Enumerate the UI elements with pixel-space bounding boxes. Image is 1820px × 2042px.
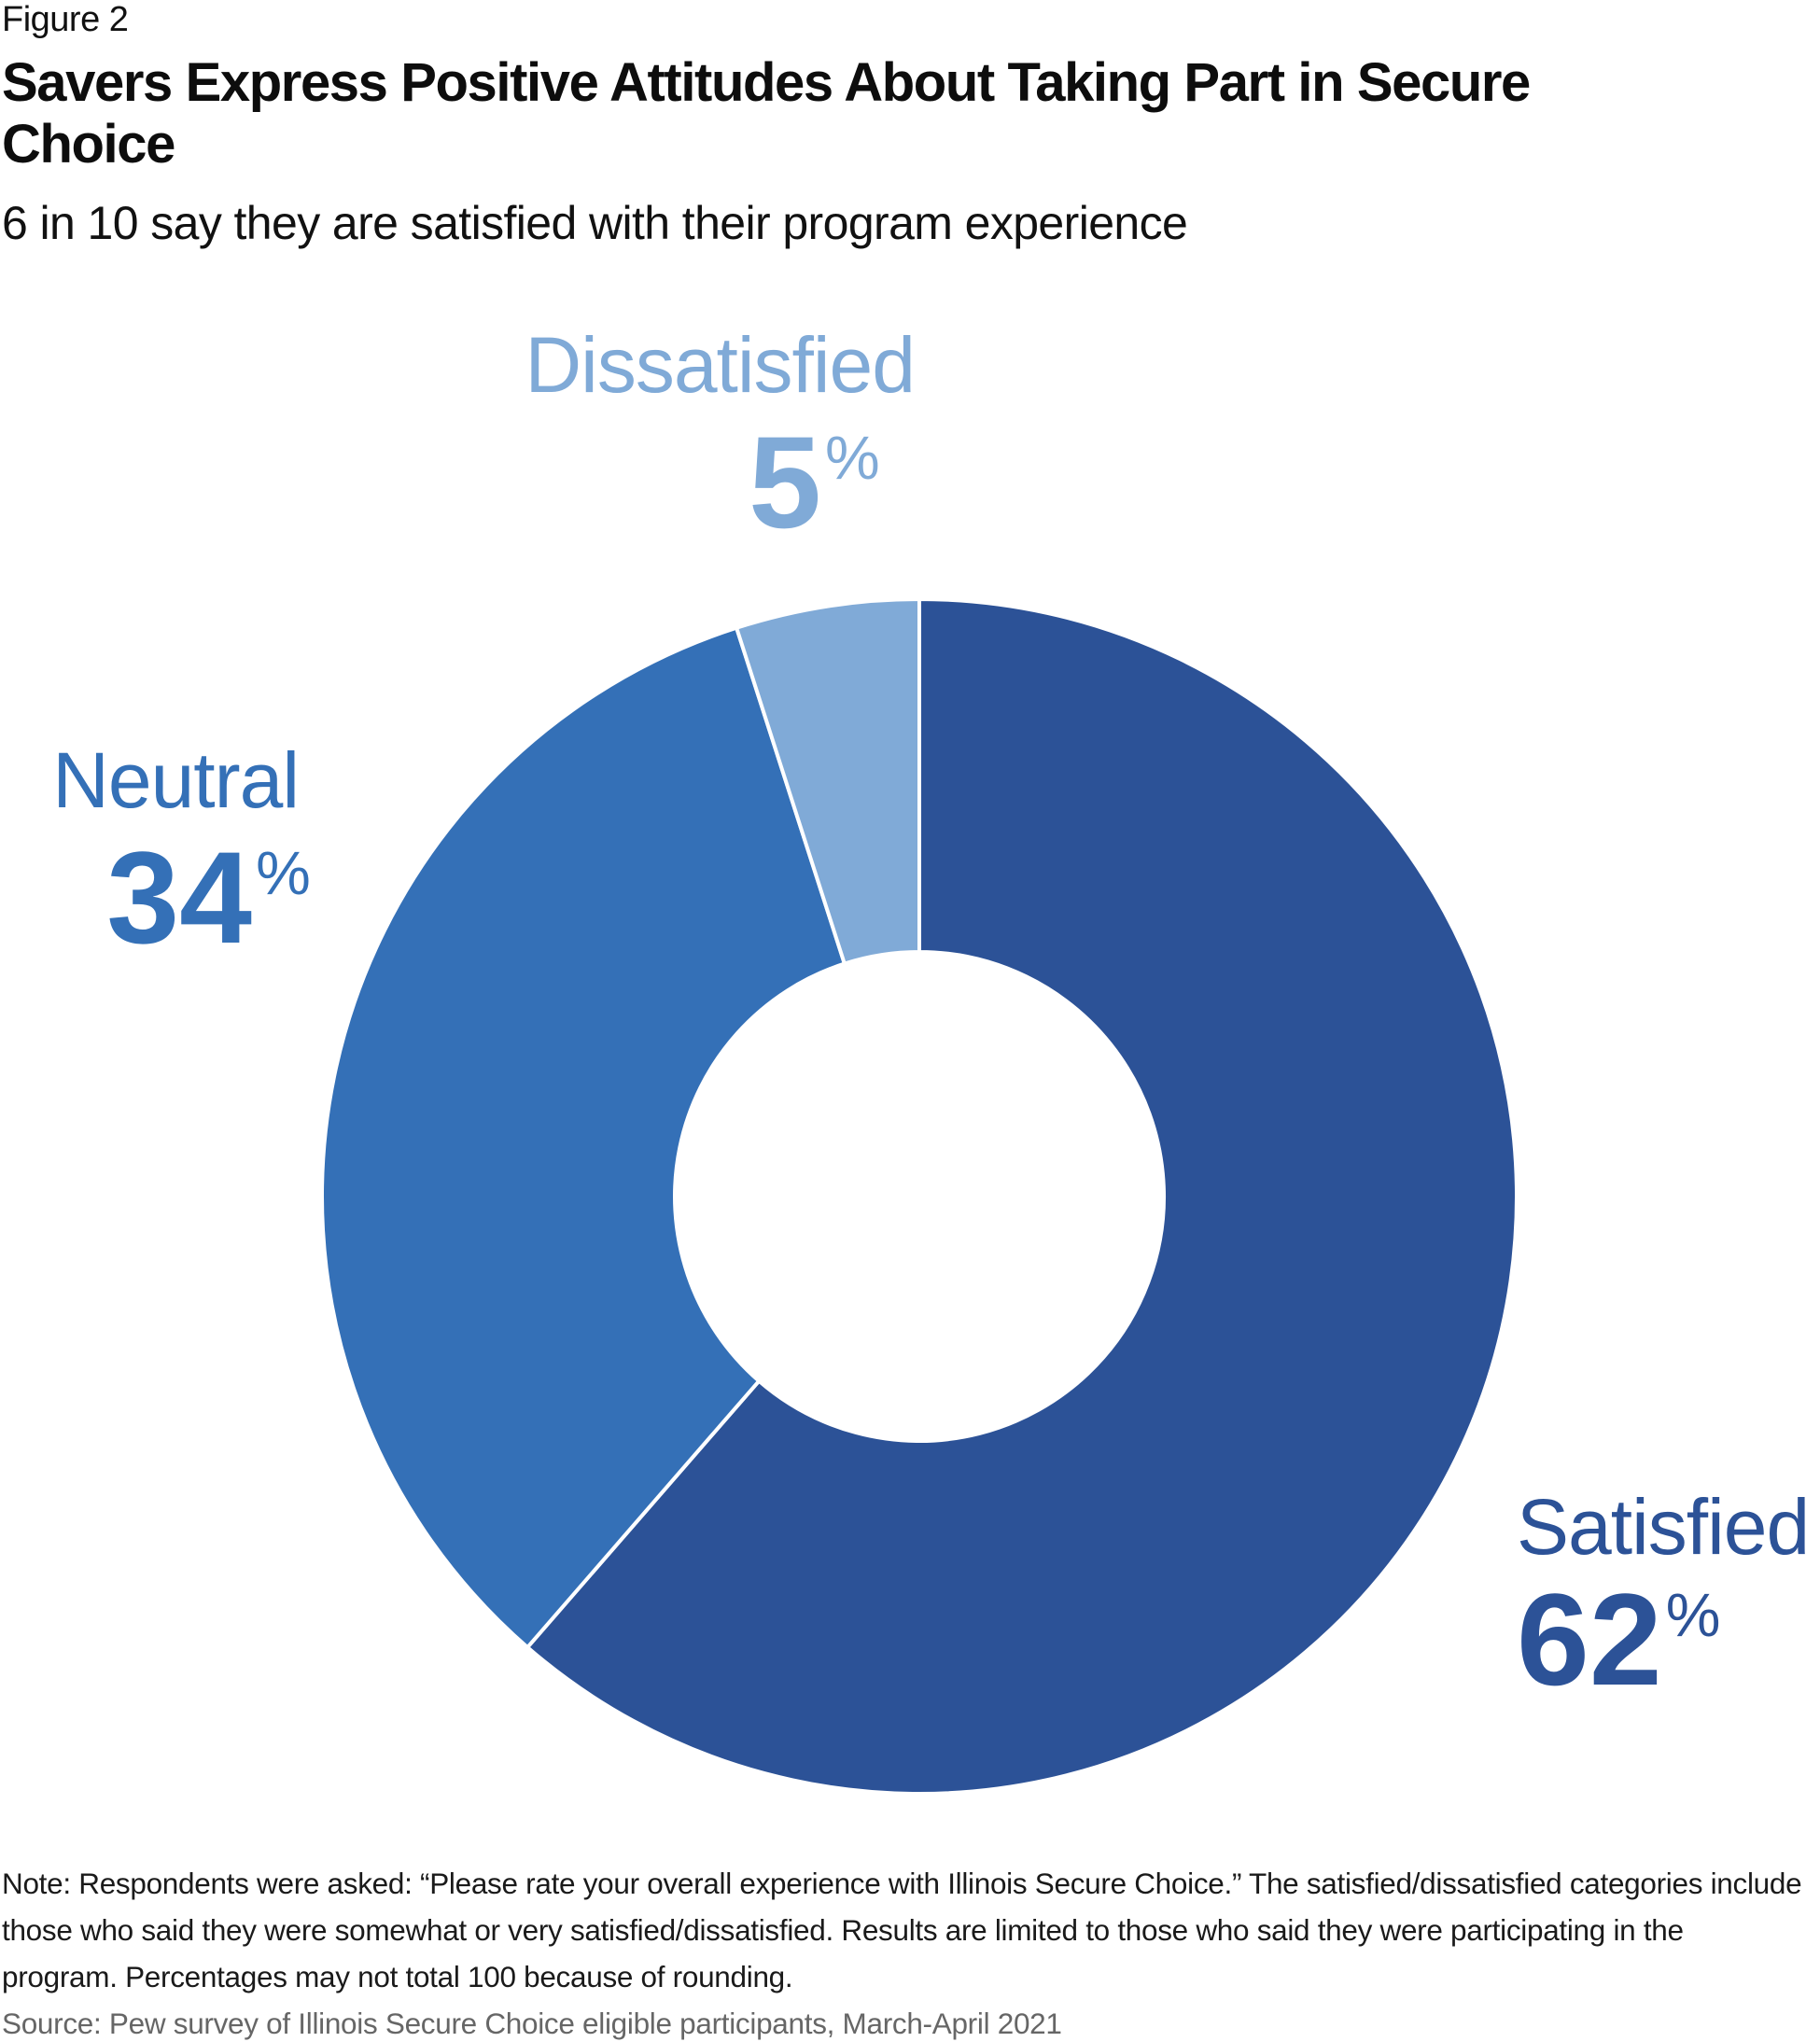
slice-satisfied xyxy=(525,596,1519,1796)
label-satisfied-percent-sign: % xyxy=(1666,1580,1721,1649)
slice-neutral xyxy=(320,625,847,1650)
label-satisfied-name: Satisfied xyxy=(1517,1483,1809,1571)
chart-note: Note: Respondents were asked: “Please ra… xyxy=(2,1867,1802,1993)
label-dissatisfied-percent-sign: % xyxy=(825,423,880,492)
chart-source: Source: Pew survey of Illinois Secure Ch… xyxy=(2,2007,1062,2040)
figure-label: Figure 2 xyxy=(2,0,129,39)
label-neutral-name: Neutral xyxy=(52,736,299,824)
chart-subtitle: 6 in 10 say they are satisfied with thei… xyxy=(2,197,1188,249)
label-neutral-value: 34 xyxy=(106,824,252,971)
label-dissatisfied-value: 5 xyxy=(749,409,821,555)
label-dissatisfied-name: Dissatisfied xyxy=(525,321,915,409)
donut-slices xyxy=(320,596,1519,1796)
label-neutral-percent-sign: % xyxy=(256,838,311,907)
slice-dissatisfied xyxy=(734,596,921,967)
chart-title: Savers Express Positive Attitudes About … xyxy=(2,52,1531,175)
label-satisfied-value: 62 xyxy=(1517,1566,1662,1713)
